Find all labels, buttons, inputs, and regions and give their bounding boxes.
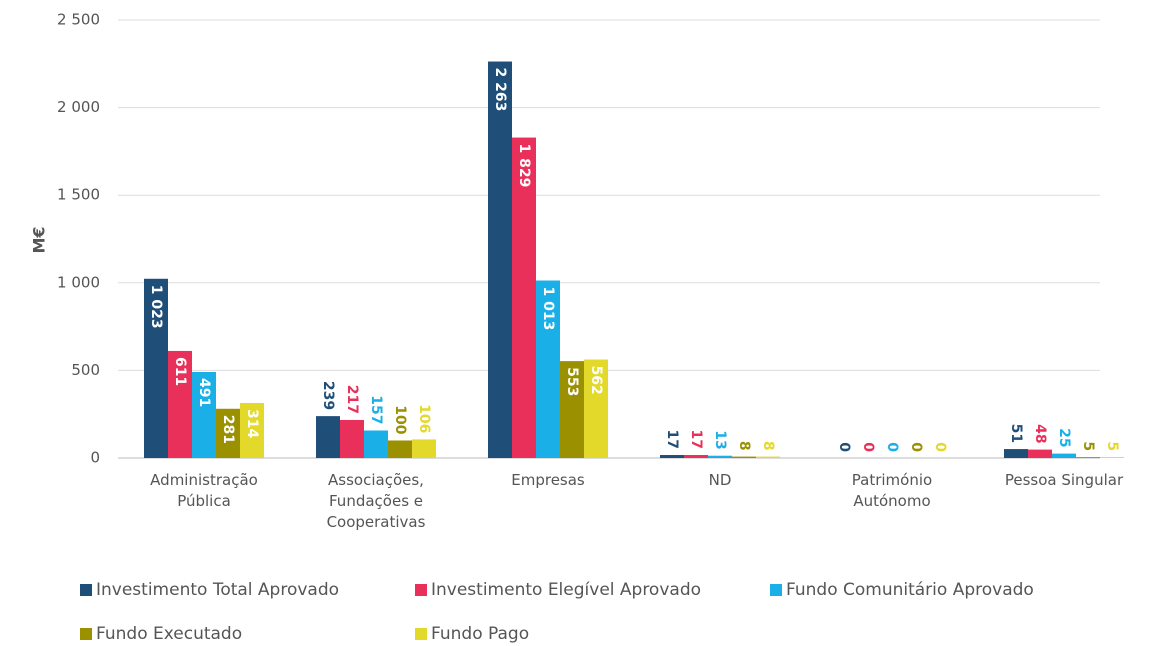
value-label: 157 <box>368 395 384 424</box>
bar <box>144 278 168 458</box>
bar <box>660 455 684 458</box>
y-tick-label: 2 000 <box>57 98 100 116</box>
x-tick-label-box: Empresas <box>511 471 585 489</box>
value-label: 562 <box>588 366 604 395</box>
legend-swatch <box>415 628 427 640</box>
x-tick-label: Pessoa Singular <box>1004 471 1124 489</box>
bar <box>536 280 560 458</box>
bar <box>1004 449 1028 458</box>
x-tick-label: Administração Pública <box>150 471 258 510</box>
value-label: 13 <box>712 430 728 449</box>
bar <box>756 456 780 458</box>
value-label: 0 <box>908 442 924 452</box>
bar <box>216 408 240 458</box>
x-tick-label-box: ND <box>708 471 732 489</box>
y-tick-label: 1 500 <box>57 186 100 204</box>
bar <box>560 361 584 458</box>
bar <box>192 371 216 458</box>
value-label: 314 <box>244 409 260 438</box>
legend-swatch <box>415 584 427 596</box>
value-label: 0 <box>884 442 900 452</box>
value-label: 2 263 <box>492 68 508 112</box>
bar <box>388 440 412 458</box>
y-tick-label: 2 500 <box>57 11 100 29</box>
value-label: 5 <box>1080 441 1096 451</box>
bar <box>340 419 364 458</box>
bar <box>488 61 512 458</box>
y-axis-label: M€ <box>30 226 49 253</box>
bar <box>316 416 340 458</box>
bar <box>584 359 608 458</box>
bar <box>708 455 732 458</box>
value-label: 8 <box>760 441 776 451</box>
bar <box>364 430 388 458</box>
value-label: 217 <box>344 385 360 414</box>
value-label: 5 <box>1104 441 1120 451</box>
legend-label: Fundo Comunitário Aprovado <box>786 580 1034 600</box>
legend-swatch <box>770 584 782 596</box>
value-label: 48 <box>1032 424 1048 443</box>
legend-label: Investimento Elegível Aprovado <box>431 580 701 600</box>
value-label: 17 <box>664 430 680 449</box>
bar <box>412 439 436 458</box>
value-label: 239 <box>320 381 336 410</box>
value-label: 1 013 <box>540 287 556 331</box>
value-label: 1 829 <box>516 144 532 188</box>
bar <box>1076 457 1100 458</box>
bar <box>1028 449 1052 458</box>
x-tick-label-box: Pessoa Singular <box>1004 471 1124 489</box>
value-label: 281 <box>220 415 236 444</box>
bar <box>512 137 536 458</box>
value-label: 0 <box>836 442 852 452</box>
legend-label: Investimento Total Aprovado <box>96 580 339 600</box>
x-tick-label: Associações, Fundações e Cooperativas <box>326 471 426 531</box>
value-label: 0 <box>932 442 948 452</box>
value-label: 106 <box>416 404 432 433</box>
value-label: 553 <box>564 367 580 396</box>
value-label: 491 <box>196 378 212 407</box>
bar <box>1100 457 1124 458</box>
x-tick-label-box: Administração Pública <box>150 471 258 510</box>
legend-label: Fundo Pago <box>431 624 529 644</box>
bar <box>240 402 264 458</box>
value-label: 1 023 <box>148 285 164 329</box>
x-tick-label: Empresas <box>511 471 585 489</box>
value-label: 0 <box>860 442 876 452</box>
y-tick-label: 1 000 <box>57 273 100 291</box>
bar <box>168 350 192 458</box>
bar <box>684 455 708 458</box>
bar <box>732 456 756 458</box>
value-label: 611 <box>172 357 188 386</box>
y-tick-label: 500 <box>71 361 100 379</box>
value-label: 17 <box>688 430 704 449</box>
y-tick-label: 0 <box>90 449 100 467</box>
x-tick-label: ND <box>708 471 732 489</box>
legend-label: Fundo Executado <box>96 624 242 644</box>
value-label: 51 <box>1008 424 1024 443</box>
legend-swatch <box>80 628 92 640</box>
x-tick-label: Património Autónomo <box>851 471 933 510</box>
value-label: 25 <box>1056 428 1072 447</box>
x-tick-label-box: Associações, Fundações e Cooperativas <box>326 471 426 531</box>
x-tick-label-box: Património Autónomo <box>851 471 933 510</box>
legend-swatch <box>80 584 92 596</box>
value-label: 8 <box>736 441 752 451</box>
value-label: 100 <box>392 405 408 434</box>
bar <box>1052 453 1076 458</box>
